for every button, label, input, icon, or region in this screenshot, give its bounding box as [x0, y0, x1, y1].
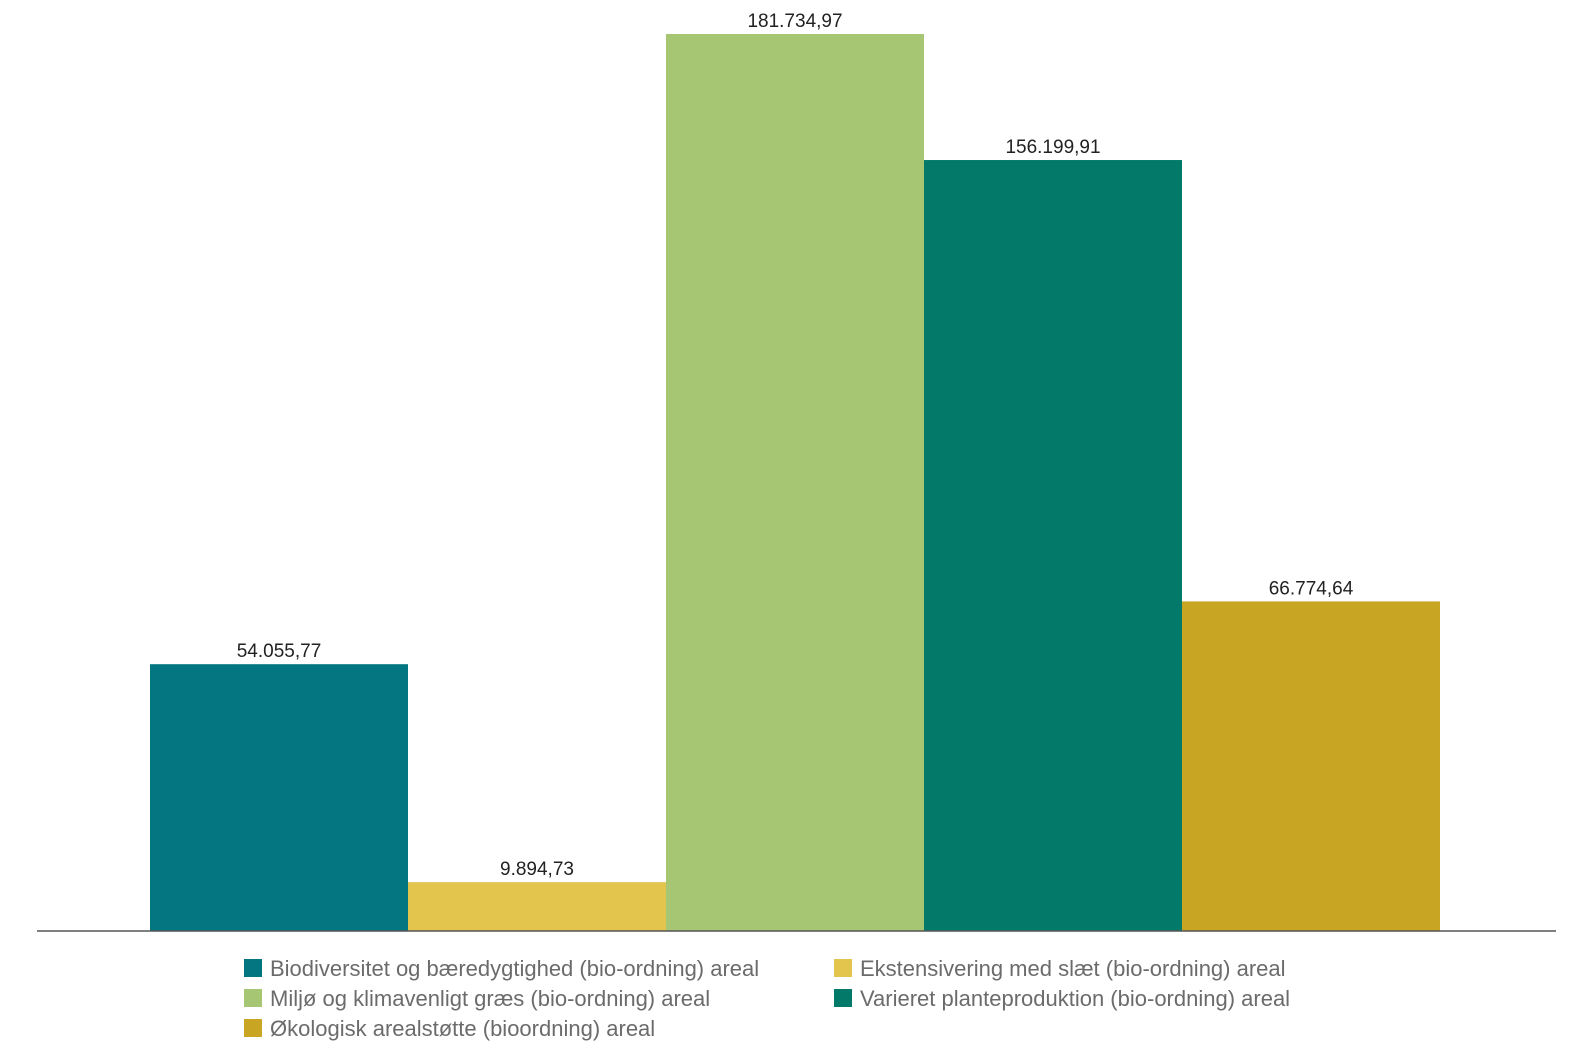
legend-label-5: Økologisk arealstøtte (bioordning) areal	[270, 1016, 655, 1041]
legend-label-4: Varieret planteproduktion (bio-ordning) …	[860, 986, 1290, 1011]
legend-swatch-5	[244, 1019, 262, 1037]
value-label-2: 9.894,73	[500, 859, 574, 880]
legend-swatch-3	[244, 989, 262, 1007]
legend-item-2: Ekstensivering med slæt (bio-ordning) ar…	[834, 956, 1286, 981]
legend-label-2: Ekstensivering med slæt (bio-ordning) ar…	[860, 956, 1286, 981]
value-label-4: 156.199,91	[1005, 137, 1100, 158]
legend: Biodiversitet og bæredygtighed (bio-ordn…	[244, 956, 1290, 1041]
value-label-5: 66.774,64	[1269, 578, 1354, 599]
bar-3	[666, 34, 924, 931]
legend-swatch-1	[244, 959, 262, 977]
bar-4	[924, 160, 1182, 931]
bar-1	[150, 664, 408, 931]
bar-5	[1182, 601, 1440, 931]
legend-swatch-2	[834, 959, 852, 977]
legend-item-5: Økologisk arealstøtte (bioordning) areal	[244, 1016, 655, 1041]
bars-layer	[150, 34, 1440, 931]
bar-2	[408, 882, 666, 931]
legend-item-1: Biodiversitet og bæredygtighed (bio-ordn…	[244, 956, 759, 981]
legend-label-3: Miljø og klimavenligt græs (bio-ordning)…	[270, 986, 710, 1011]
legend-item-4: Varieret planteproduktion (bio-ordning) …	[834, 986, 1290, 1011]
legend-label-1: Biodiversitet og bæredygtighed (bio-ordn…	[270, 956, 759, 981]
value-label-1: 54.055,77	[237, 641, 322, 662]
legend-swatch-4	[834, 989, 852, 1007]
value-label-3: 181.734,97	[747, 11, 842, 32]
legend-item-3: Miljø og klimavenligt græs (bio-ordning)…	[244, 986, 710, 1011]
value-labels-layer: 54.055,77 9.894,73 181.734,97 156.199,91 66.…	[237, 11, 1354, 880]
